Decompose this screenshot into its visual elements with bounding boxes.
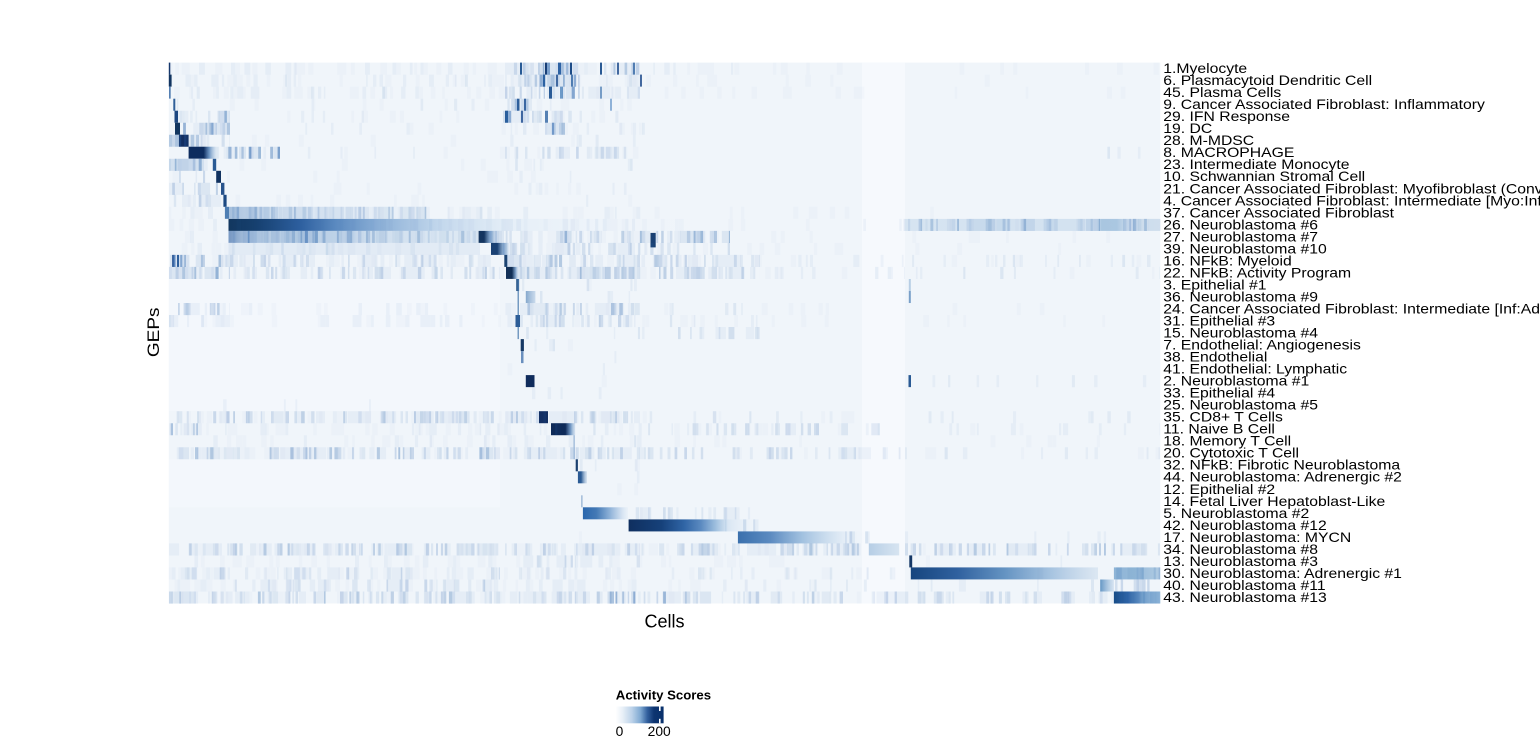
svg-text:38. Endothelial: 38. Endothelial <box>1163 350 1267 365</box>
svg-text:41. Endothelial: Lymphatic: 41. Endothelial: Lymphatic <box>1163 362 1347 377</box>
svg-text:4. Cancer Associated Fibroblas: 4. Cancer Associated Fibroblast: Interme… <box>1163 194 1540 209</box>
svg-text:13. Neuroblastoma #3: 13. Neuroblastoma #3 <box>1163 555 1318 570</box>
svg-text:30. Neuroblastoma: Adrenergic: 30. Neuroblastoma: Adrenergic #1 <box>1163 567 1402 582</box>
svg-text:45. Plasma Cells: 45. Plasma Cells <box>1163 86 1281 101</box>
svg-text:10. Schwannian Stromal Cell: 10. Schwannian Stromal Cell <box>1163 170 1365 185</box>
svg-text:18. Memory T Cell: 18. Memory T Cell <box>1163 435 1291 450</box>
svg-text:2. Neuroblastoma #1: 2. Neuroblastoma #1 <box>1163 375 1309 390</box>
svg-text:31. Epithelial #3: 31. Epithelial #3 <box>1163 314 1275 329</box>
svg-text:32. NFkB: Fibrotic Neuroblasto: 32. NFkB: Fibrotic Neuroblastoma <box>1163 459 1401 474</box>
svg-text:29. IFN Response: 29. IFN Response <box>1163 110 1290 125</box>
svg-text:39. Neuroblastoma #10: 39. Neuroblastoma #10 <box>1163 242 1326 257</box>
svg-text:200: 200 <box>648 724 671 739</box>
svg-text:Activity Scores: Activity Scores <box>616 688 711 703</box>
svg-text:43. Neuroblastoma #13: 43. Neuroblastoma #13 <box>1163 591 1326 606</box>
svg-text:14. Fetal Liver Hepatoblast-Li: 14. Fetal Liver Hepatoblast-Like <box>1163 495 1385 510</box>
svg-text:24. Cancer Associated Fibrobla: 24. Cancer Associated Fibroblast: Interm… <box>1163 302 1540 317</box>
svg-text:17. Neuroblastoma: MYCN: 17. Neuroblastoma: MYCN <box>1163 531 1351 546</box>
svg-text:GEPs: GEPs <box>144 307 162 357</box>
svg-text:11. Naive B Cell: 11. Naive B Cell <box>1163 423 1275 438</box>
svg-text:5. Neuroblastoma #2: 5. Neuroblastoma #2 <box>1163 507 1309 522</box>
svg-text:26. Neuroblastoma #6: 26. Neuroblastoma #6 <box>1163 218 1318 233</box>
svg-text:23. Intermediate Monocyte: 23. Intermediate Monocyte <box>1163 158 1349 173</box>
svg-text:15. Neuroblastoma #4: 15. Neuroblastoma #4 <box>1163 326 1318 341</box>
svg-text:42. Neuroblastoma #12: 42. Neuroblastoma #12 <box>1163 519 1326 534</box>
svg-text:1.Myelocyte: 1.Myelocyte <box>1163 62 1247 77</box>
svg-text:28. M-MDSC: 28. M-MDSC <box>1163 134 1254 149</box>
svg-text:27. Neuroblastoma #7: 27. Neuroblastoma #7 <box>1163 230 1318 245</box>
svg-text:44. Neuroblastoma: Adrenergic: 44. Neuroblastoma: Adrenergic #2 <box>1163 471 1402 486</box>
svg-text:8. MACROPHAGE: 8. MACROPHAGE <box>1163 146 1294 161</box>
svg-text:6. Plasmacytoid Dendritic Cell: 6. Plasmacytoid Dendritic Cell <box>1163 74 1372 89</box>
svg-text:33. Epithelial #4: 33. Epithelial #4 <box>1163 387 1275 402</box>
svg-text:7. Endothelial: Angiogenesis: 7. Endothelial: Angiogenesis <box>1163 338 1361 353</box>
svg-text:40. Neuroblastoma #11: 40. Neuroblastoma #11 <box>1163 579 1325 594</box>
svg-text:0: 0 <box>616 724 624 739</box>
svg-text:Cells: Cells <box>644 611 684 631</box>
svg-text:37. Cancer Associated Fibrobla: 37. Cancer Associated Fibroblast <box>1163 206 1394 221</box>
svg-text:20. Cytotoxic T Cell: 20. Cytotoxic T Cell <box>1163 447 1299 462</box>
svg-text:16. NFkB: Myeloid: 16. NFkB: Myeloid <box>1163 254 1291 269</box>
svg-text:34. Neuroblastoma #8: 34. Neuroblastoma #8 <box>1163 543 1318 558</box>
svg-text:3. Epithelial #1: 3. Epithelial #1 <box>1163 278 1266 293</box>
svg-text:35. CD8+ T Cells: 35. CD8+ T Cells <box>1163 411 1283 426</box>
svg-text:25. Neuroblastoma #5: 25. Neuroblastoma #5 <box>1163 399 1318 414</box>
svg-text:12. Epithelial #2: 12. Epithelial #2 <box>1163 483 1275 498</box>
svg-text:36. Neuroblastoma #9: 36. Neuroblastoma #9 <box>1163 290 1318 305</box>
svg-text:9. Cancer Associated Fibroblas: 9. Cancer Associated Fibroblast: Inflamm… <box>1163 98 1485 113</box>
svg-text:22. NFkB: Activity Program: 22. NFkB: Activity Program <box>1163 266 1351 281</box>
svg-text:19. DC: 19. DC <box>1163 122 1212 137</box>
svg-text:21. Cancer Associated Fibrobla: 21. Cancer Associated Fibroblast: Myofib… <box>1163 182 1540 197</box>
